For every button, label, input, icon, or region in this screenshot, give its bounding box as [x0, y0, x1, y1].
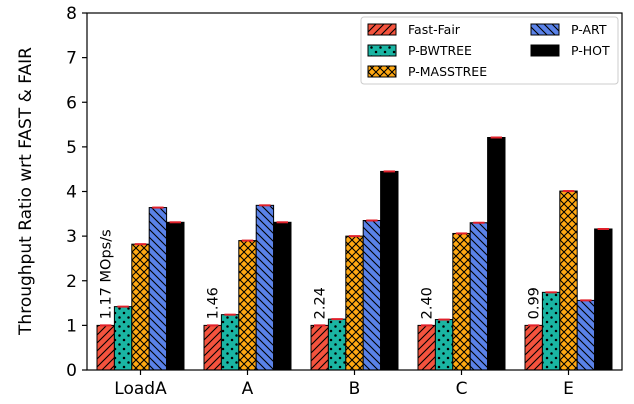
x-tick-label: A — [242, 379, 254, 399]
y-axis-label: Throughput Ratio wrt FAST & FAIR — [16, 47, 36, 336]
bar-hatch — [542, 292, 560, 370]
y-tick-label: 3 — [66, 227, 77, 247]
y-tick-label: 8 — [66, 4, 77, 24]
data-labels-group: 1.17 MOps/s 1.46 2.24 2.40 0.99 — [99, 229, 543, 319]
bar-hatch — [418, 325, 436, 370]
bar-hatch — [559, 191, 578, 370]
bar — [166, 221, 185, 371]
legend-label: P-HOT — [571, 43, 610, 58]
y-tick-label: 0 — [66, 361, 77, 381]
bar-hatch — [363, 220, 381, 370]
bar-hatch — [131, 244, 150, 370]
bar-hatch — [345, 236, 364, 370]
data-label: 0.99 — [527, 287, 543, 319]
bar — [380, 170, 399, 371]
data-label: 2.40 — [420, 287, 436, 319]
data-label: 2.24 — [313, 287, 329, 319]
x-tick-label: LoadA — [114, 379, 167, 399]
bar-hatch — [97, 325, 115, 370]
bar — [594, 228, 613, 371]
legend-swatch-hatch — [368, 24, 396, 35]
bar — [273, 221, 292, 371]
legend-swatch — [530, 44, 560, 57]
legend: Fast-Fair P-BWTREE P-MASSTREE P-ART P-HOT — [360, 16, 619, 85]
y-tick-label: 1 — [66, 316, 77, 336]
legend-swatch-hatch — [531, 24, 559, 35]
y-tick-label: 6 — [66, 93, 77, 113]
bar-hatch — [525, 325, 543, 370]
bar-hatch — [328, 319, 346, 370]
bar-hatch — [238, 240, 257, 370]
data-label: 1.17 MOps/s — [99, 229, 115, 319]
y-axis-ticks: 0 1 2 3 4 5 6 7 8 — [66, 4, 87, 381]
x-tick-label: C — [456, 379, 468, 399]
data-label: 1.46 — [206, 287, 222, 319]
bars-group — [96, 136, 613, 371]
bar-hatch — [204, 325, 222, 370]
bar-hatch — [114, 306, 132, 370]
x-axis-ticks: LoadA A B C E — [114, 370, 574, 399]
legend-swatch-hatch — [368, 66, 396, 77]
bar — [487, 137, 506, 371]
bar-hatch — [470, 222, 488, 370]
y-tick-label: 4 — [66, 183, 77, 203]
bar-hatch — [256, 205, 274, 370]
x-tick-label: B — [349, 379, 361, 399]
bar-hatch — [577, 300, 595, 370]
legend-label: P-BWTREE — [408, 43, 472, 58]
y-tick-label: 5 — [66, 138, 77, 158]
bar-hatch — [435, 319, 453, 370]
y-tick-label: 7 — [66, 49, 77, 69]
bar-hatch — [221, 314, 239, 370]
legend-swatch-hatch — [368, 45, 396, 56]
legend-label: P-MASSTREE — [408, 64, 487, 79]
x-tick-label: E — [563, 379, 574, 399]
bar-hatch — [149, 207, 167, 370]
bar-hatch — [311, 325, 329, 370]
bar-hatch — [452, 233, 471, 370]
y-tick-label: 2 — [66, 272, 77, 292]
legend-label: Fast-Fair — [408, 22, 461, 37]
legend-label: P-ART — [571, 22, 607, 37]
